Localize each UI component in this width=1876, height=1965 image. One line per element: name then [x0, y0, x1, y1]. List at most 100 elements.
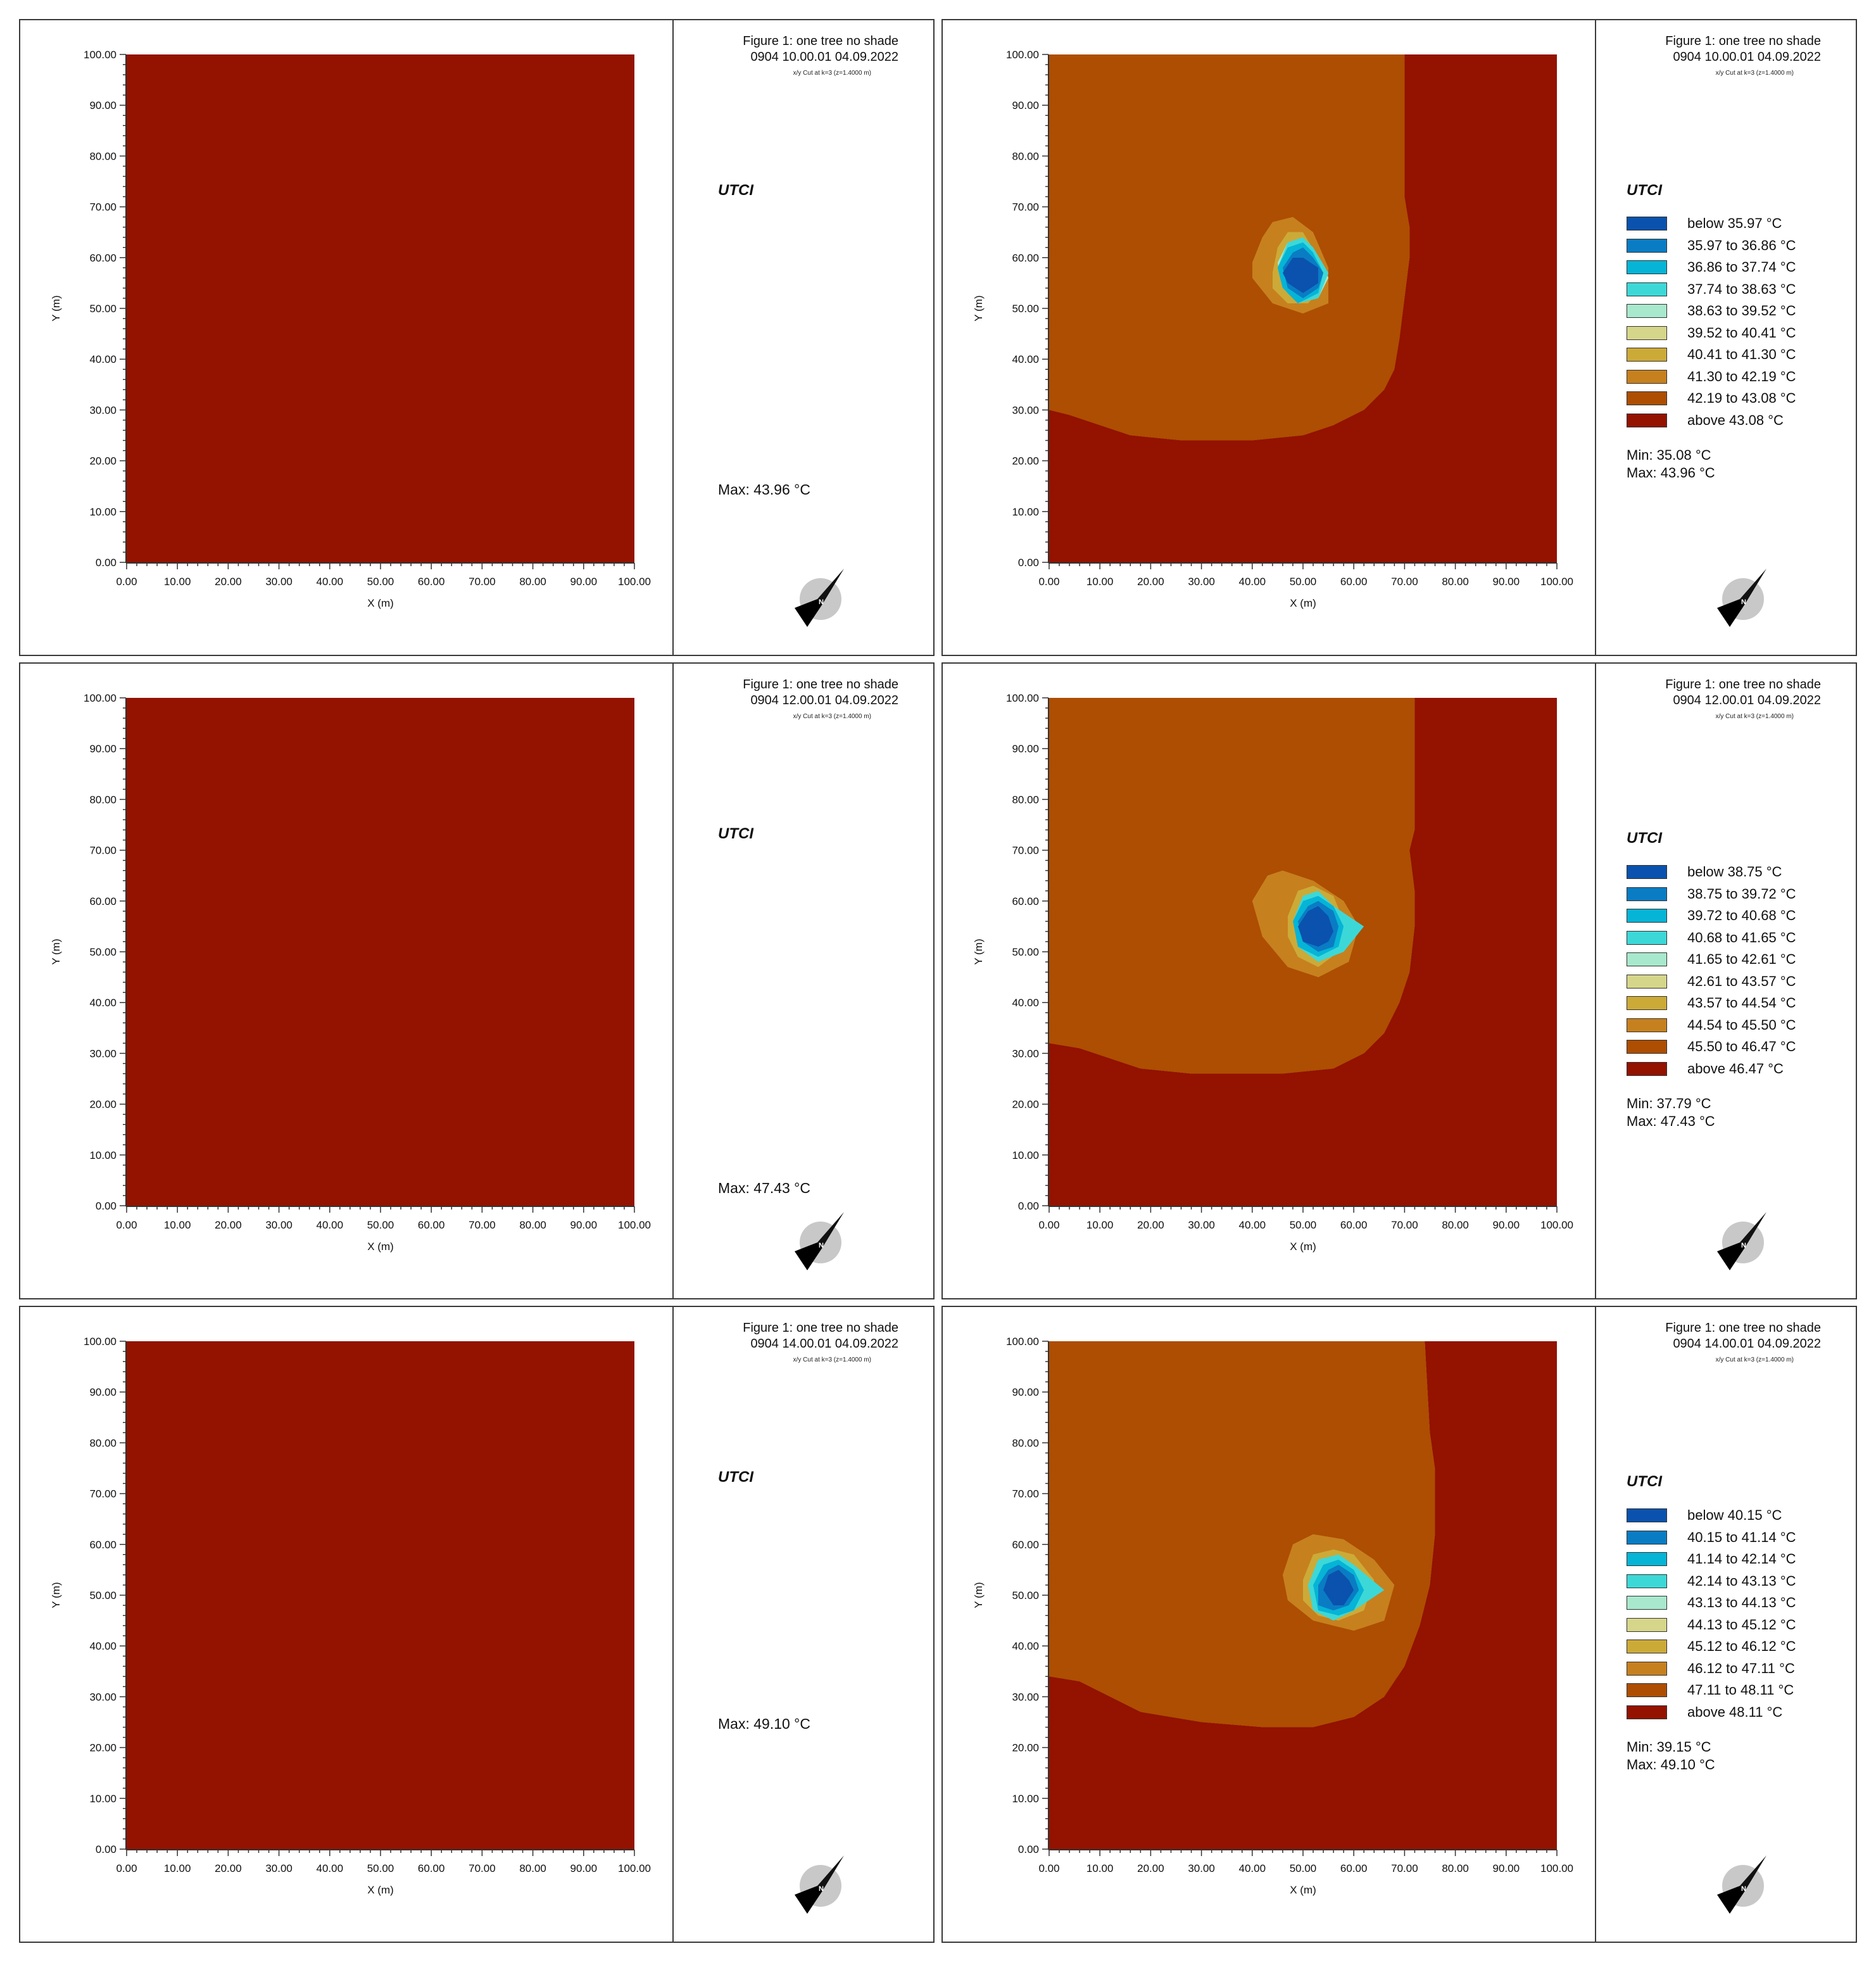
y-tick-label: 30.00	[1012, 1691, 1039, 1703]
variable-name: UTCI	[1627, 830, 1662, 847]
figure-title: Figure 1: one tree no shade	[743, 678, 898, 692]
x-tick-label: 80.00	[519, 1219, 546, 1231]
legend-swatch	[1627, 1530, 1667, 1545]
y-tick-label: 70.00	[1012, 201, 1039, 213]
x-tick-label: 10.00	[1086, 1219, 1114, 1231]
legend-label: 35.97 to 36.86 °C	[1687, 237, 1796, 253]
legend-swatch	[1627, 260, 1667, 274]
heatmap-plot: 0.00 10.00 20.00 30.00 40.00 50.00 60.00 70.00 8…	[973, 1336, 1573, 1896]
legend-label: below 35.97 °C	[1687, 215, 1782, 231]
min-value: Min: 39.15 °C	[1627, 1739, 1711, 1755]
heatmap-background-zone	[127, 698, 634, 1206]
variable-name: UTCI	[1627, 1473, 1662, 1490]
min-value: Min: 37.79 °C	[1627, 1096, 1711, 1111]
info-column: Figure 1: one tree no shade 0904 14.00.01…	[1596, 1307, 1856, 1942]
y-tick-label: 20.00	[89, 455, 116, 467]
legend-label: 44.13 to 45.12 °C	[1687, 1616, 1796, 1633]
legend-label: 36.86 to 37.74 °C	[1687, 259, 1796, 275]
x-tick-label: 40.00	[1239, 576, 1266, 588]
y-axis-label: Y (m)	[973, 295, 985, 321]
legend-swatch	[1627, 952, 1667, 966]
min-value: Min: 35.08 °C	[1627, 447, 1711, 463]
compass-icon: N	[795, 569, 844, 627]
y-tick-label: 60.00	[1012, 895, 1039, 907]
legend-swatch	[1627, 909, 1667, 923]
y-tick-label: 20.00	[1012, 1742, 1039, 1754]
y-tick-label: 70.00	[89, 1488, 116, 1500]
legend-label: below 40.15 °C	[1687, 1507, 1782, 1523]
figure-panel: 0.00 10.00 20.00 30.00 40.00 50.00 60.00 70.00 8…	[19, 1306, 935, 1943]
panel-divider	[1595, 1307, 1596, 1942]
x-tick-label: 10.00	[164, 576, 191, 588]
x-tick-label: 100.00	[1540, 1219, 1573, 1231]
x-tick-label: 90.00	[570, 1219, 598, 1231]
x-tick-label: 10.00	[164, 1219, 191, 1231]
y-axis-label: Y (m)	[50, 938, 62, 964]
legend-label: 42.61 to 43.57 °C	[1687, 973, 1796, 989]
svg-text:N: N	[1741, 1242, 1746, 1249]
y-tick-label: 90.00	[1012, 743, 1039, 755]
y-tick-label: 0.00	[96, 557, 116, 569]
y-tick-label: 60.00	[89, 252, 116, 264]
x-tick-label: 60.00	[1340, 1862, 1368, 1874]
legend-label: 40.15 to 41.14 °C	[1687, 1529, 1796, 1545]
y-tick-label: 30.00	[1012, 404, 1039, 416]
y-tick-label: 70.00	[1012, 1488, 1039, 1500]
y-tick-label: 10.00	[89, 1149, 116, 1161]
x-tick-label: 0.00	[1038, 576, 1059, 588]
x-tick-label: 10.00	[1086, 576, 1114, 588]
y-tick-label: 100.00	[84, 49, 116, 61]
y-tick-label: 50.00	[1012, 946, 1039, 958]
x-tick-label: 30.00	[265, 1219, 293, 1231]
legend-label: 38.63 to 39.52 °C	[1687, 303, 1796, 319]
legend-swatch	[1627, 1705, 1667, 1719]
figure-panel: 0.00 10.00 20.00 30.00 40.00 50.00 60.00 70.00 8…	[19, 19, 935, 656]
legend-swatch	[1627, 1596, 1667, 1610]
y-tick-label: 30.00	[89, 1691, 116, 1703]
x-tick-label: 60.00	[418, 1862, 445, 1874]
compass-icon: N	[1717, 1212, 1766, 1270]
x-tick-label: 60.00	[1340, 1219, 1368, 1231]
max-value: Max: 43.96 °C	[718, 481, 810, 498]
figure-panel: 0.00 10.00 20.00 30.00 40.00 50.00 60.00 70.00 8…	[19, 662, 935, 1299]
x-tick-label: 0.00	[1038, 1862, 1059, 1874]
y-tick-label: 60.00	[89, 895, 116, 907]
legend-swatch	[1627, 304, 1667, 318]
svg-text:N: N	[819, 1885, 824, 1893]
y-tick-label: 80.00	[1012, 150, 1039, 162]
x-tick-label: 40.00	[1239, 1219, 1266, 1231]
legend-label: 46.12 to 47.11 °C	[1687, 1660, 1795, 1676]
x-tick-label: 40.00	[317, 1219, 344, 1231]
panel-divider	[672, 20, 674, 655]
y-tick-label: 50.00	[89, 946, 116, 958]
legend-label: 39.72 to 40.68 °C	[1687, 907, 1796, 923]
y-tick-label: 40.00	[89, 1640, 116, 1652]
legend-swatch	[1627, 1661, 1667, 1676]
x-tick-label: 70.00	[1391, 1862, 1418, 1874]
y-tick-label: 0.00	[1018, 1200, 1039, 1212]
figure-timestamp: 0904 12.00.01 04.09.2022	[1673, 693, 1821, 707]
y-tick-label: 30.00	[89, 404, 116, 416]
x-tick-label: 0.00	[116, 576, 137, 588]
max-value: Max: 47.43 °C	[1627, 1113, 1715, 1129]
y-tick-label: 40.00	[1012, 1640, 1039, 1652]
x-tick-label: 40.00	[1239, 1862, 1266, 1874]
heatmap-plot: 0.00 10.00 20.00 30.00 40.00 50.00 60.00 70.00 8…	[50, 49, 651, 609]
legend-swatch	[1627, 1040, 1667, 1054]
y-tick-label: 90.00	[1012, 1386, 1039, 1398]
legend-label: 41.14 to 42.14 °C	[1687, 1551, 1796, 1567]
x-axis-label: X (m)	[367, 1241, 394, 1253]
legend-swatch	[1627, 348, 1667, 362]
x-tick-label: 30.00	[1188, 1862, 1215, 1874]
legend-swatch	[1627, 1552, 1667, 1566]
figure-title: Figure 1: one tree no shade	[1665, 34, 1821, 48]
x-axis-label: X (m)	[1290, 1241, 1316, 1253]
x-tick-label: 30.00	[265, 576, 293, 588]
info-column: Figure 1: one tree no shade 0904 10.00.01…	[1596, 20, 1856, 655]
y-tick-label: 100.00	[84, 692, 116, 704]
x-tick-label: 20.00	[1137, 1219, 1164, 1231]
legend-label: below 38.75 °C	[1687, 864, 1782, 880]
svg-text:N: N	[1741, 1885, 1746, 1893]
heatmap-zone-class-8	[1049, 698, 1415, 1074]
panel-divider	[1595, 20, 1596, 655]
